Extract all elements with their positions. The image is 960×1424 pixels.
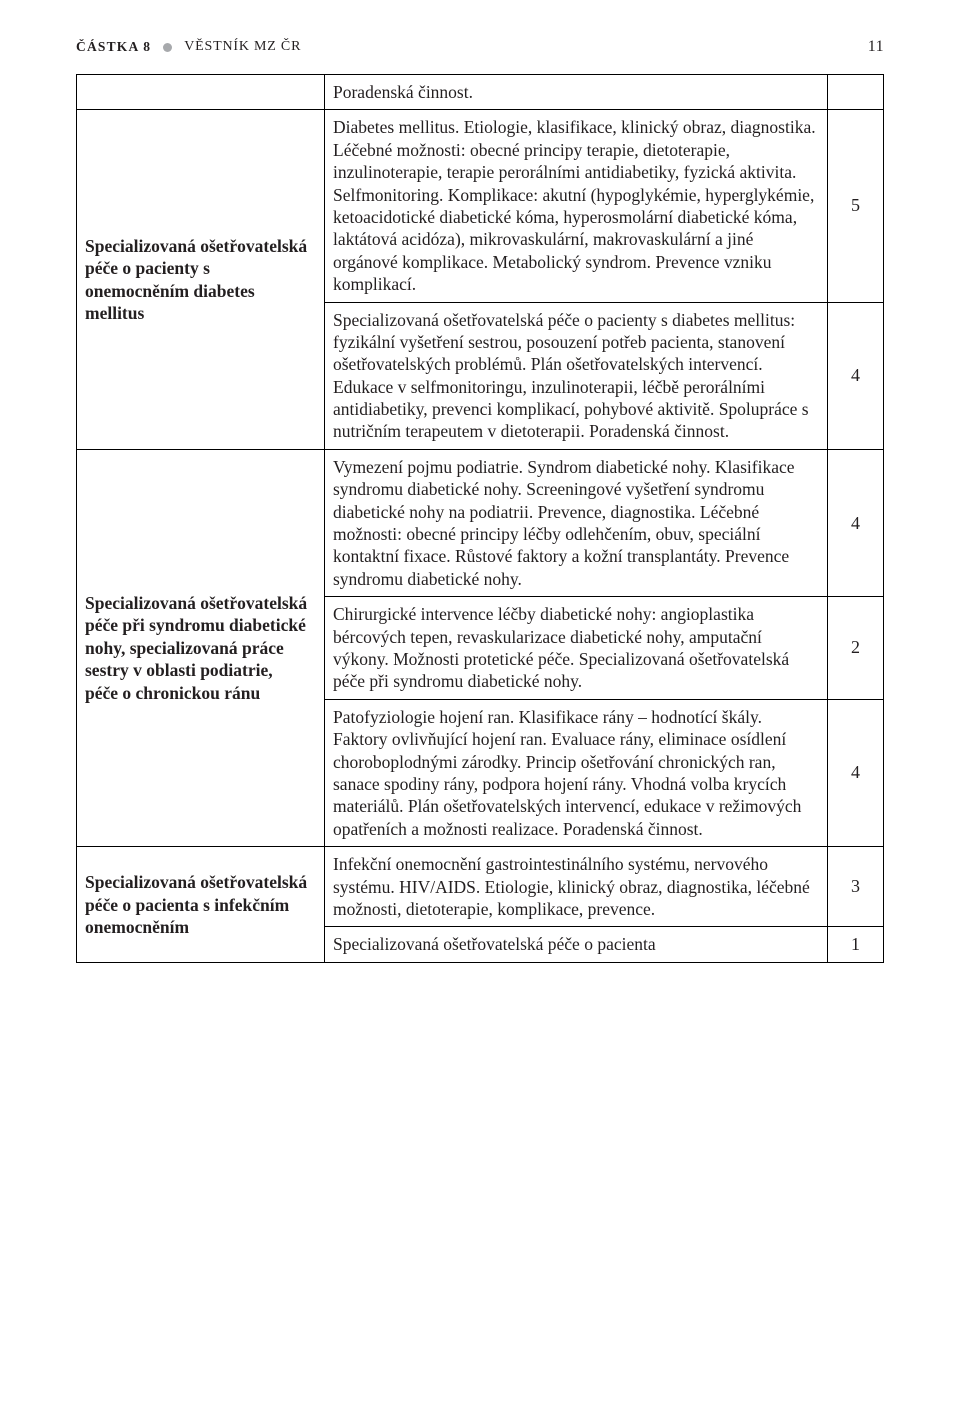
page-header: ČÁSTKA 8 VĚSTNÍK MZ ČR 11 xyxy=(76,38,884,56)
cell-text: Infekční onemocnění gastrointestinálního… xyxy=(325,847,828,927)
table-row: Specializovaná ošetřovatelská péče o pac… xyxy=(77,110,884,302)
cell-text: Chirurgické intervence léčby diabetické … xyxy=(325,597,828,700)
cell-num: 5 xyxy=(828,110,884,302)
cell-num: 4 xyxy=(828,699,884,846)
cell-text: Specializovaná ošetřovatelská péče o pac… xyxy=(325,302,828,449)
header-journal: VĚSTNÍK MZ ČR xyxy=(184,39,301,55)
cell-text: Vymezení pojmu podiatrie. Syndrom diabet… xyxy=(325,449,828,596)
table-row: Poradenská činnost. xyxy=(77,75,884,110)
cell-text: Poradenská činnost. xyxy=(325,75,828,110)
cell-topic-podiatrie: Specializovaná ošetřovatelská péče při s… xyxy=(77,449,325,846)
cell-text: Specializovaná ošetřovatelská péče o pac… xyxy=(325,927,828,963)
cell-topic-diabetes: Specializovaná ošetřovatelská péče o pac… xyxy=(77,110,325,449)
cell-num: 4 xyxy=(828,449,884,596)
content-table: Poradenská činnost. Specializovaná ošetř… xyxy=(76,74,884,963)
cell-num: 2 xyxy=(828,597,884,700)
cell-topic-infection: Specializovaná ošetřovatelská péče o pac… xyxy=(77,847,325,963)
header-page-number: 11 xyxy=(868,38,884,56)
cell-text: Patofyziologie hojení ran. Klasifikace r… xyxy=(325,699,828,846)
page: ČÁSTKA 8 VĚSTNÍK MZ ČR 11 Poradenská čin… xyxy=(0,0,960,1424)
table-row: Specializovaná ošetřovatelská péče o pac… xyxy=(77,847,884,927)
cell-num: 1 xyxy=(828,927,884,963)
header-part: ČÁSTKA 8 xyxy=(76,39,151,55)
cell-num: 3 xyxy=(828,847,884,927)
header-dot-icon xyxy=(163,43,172,52)
table-row: Specializovaná ošetřovatelská péče při s… xyxy=(77,449,884,596)
cell-left-empty xyxy=(77,75,325,110)
cell-num: 4 xyxy=(828,302,884,449)
cell-text: Diabetes mellitus. Etiologie, klasifikac… xyxy=(325,110,828,302)
cell-num-empty xyxy=(828,75,884,110)
